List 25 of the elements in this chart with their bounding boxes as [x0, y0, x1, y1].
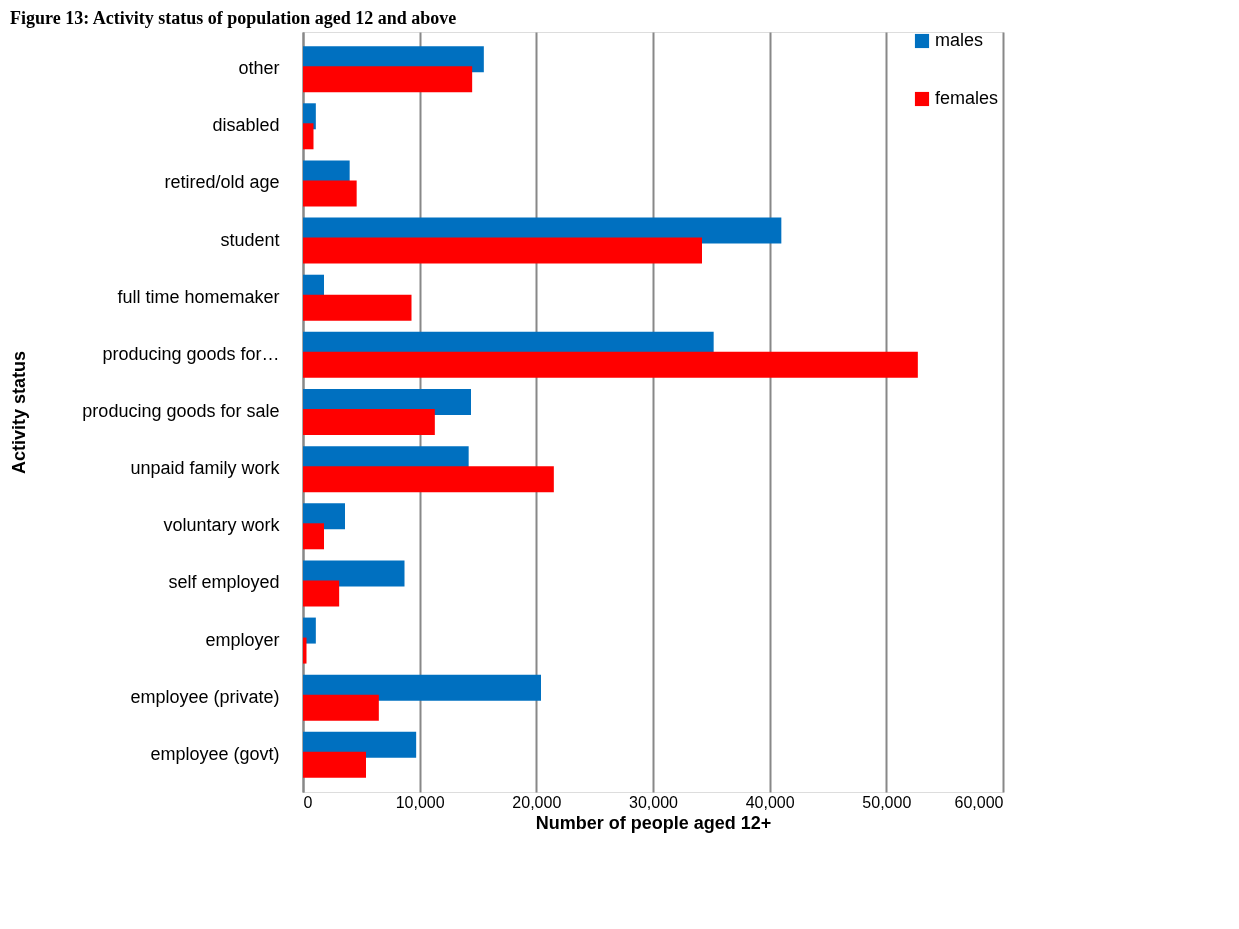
x-axis-title: Number of people aged 12+	[535, 812, 772, 833]
y-tick-label: full time homemaker	[117, 286, 280, 307]
y-tick-label: retired/old age	[164, 172, 280, 193]
x-tick-label: 0	[303, 793, 313, 811]
chart-title: Figure 13: Activity status of population aged 12 and above	[10, 8, 457, 28]
x-tick-label: 40,000	[745, 793, 795, 811]
y-tick-label: producing goods for sale	[82, 401, 280, 421]
y-tick-label: employee (govt)	[150, 743, 280, 764]
x-tick-label: 50,000	[862, 793, 912, 811]
y-tick-label: unpaid family work	[130, 458, 281, 479]
y-tick-label: other	[238, 58, 280, 79]
legend-label: females	[935, 88, 999, 108]
x-tick-label: 10,000	[395, 793, 445, 811]
legend-label: males	[935, 30, 984, 50]
y-axis-title: Activity status	[8, 350, 29, 475]
x-tick-label: 60,000	[954, 793, 1004, 811]
y-tick-label: employee (private)	[130, 686, 280, 707]
x-tick-label: 20,000	[512, 793, 562, 811]
x-tick-label: 30,000	[629, 793, 679, 811]
y-tick-label: voluntary work	[163, 515, 281, 536]
y-tick-label: employer	[205, 629, 280, 650]
y-tick-label: producing goods for…	[102, 343, 280, 364]
y-tick-label: self employed	[168, 572, 280, 593]
y-tick-label: disabled	[212, 115, 280, 136]
y-tick-label: student	[220, 229, 280, 250]
